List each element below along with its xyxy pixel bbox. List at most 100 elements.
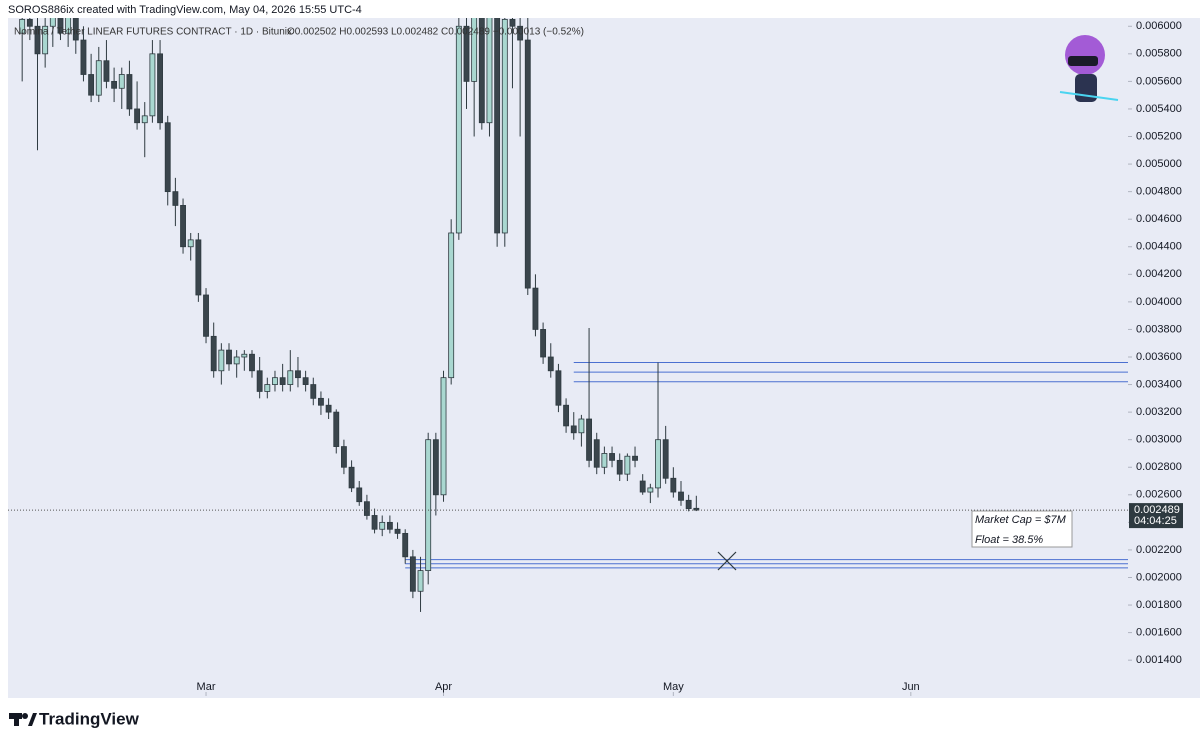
candle-body	[448, 232, 455, 379]
candle-body	[363, 501, 370, 516]
candle-body	[134, 108, 141, 124]
candle-body	[386, 521, 393, 530]
candle-body	[655, 439, 661, 489]
candle-body	[371, 515, 378, 530]
candle-body	[49, 18, 56, 27]
candle-body	[272, 377, 278, 385]
candle-body	[586, 418, 592, 461]
candle-body	[547, 356, 554, 372]
y-tick-label: 0.002000	[1136, 571, 1182, 583]
plot-background	[8, 18, 1200, 698]
candle-body	[241, 353, 248, 358]
candle-body	[593, 439, 600, 468]
y-tick-label: 0.001400	[1136, 654, 1182, 666]
candle-body	[394, 528, 401, 534]
candle-body	[379, 521, 386, 530]
y-tick-label: 0.004000	[1136, 296, 1182, 308]
candle-body	[340, 446, 347, 468]
candle-body	[118, 74, 125, 89]
symbol-legend: Nomina / Tether LINEAR FUTURES CONTRACT …	[14, 27, 292, 38]
candle-body	[318, 397, 324, 406]
candle-body	[80, 39, 87, 75]
y-tick-label: 0.004800	[1136, 186, 1182, 198]
candle-body	[494, 18, 501, 234]
annotation-box	[971, 510, 1073, 548]
x-tick-label: May	[663, 681, 684, 693]
candle-body	[256, 370, 263, 392]
y-tick-label: 0.004600	[1136, 213, 1182, 225]
candle-body	[425, 439, 432, 571]
y-tick-label: 0.004400	[1136, 241, 1182, 253]
candle-body	[647, 487, 654, 493]
candle-body	[333, 411, 340, 447]
y-tick-label: 0.001800	[1136, 599, 1182, 611]
candle-body	[678, 491, 684, 501]
y-tick-label: 0.003000	[1136, 434, 1182, 446]
cross-marker	[717, 551, 737, 571]
y-tick-label: 0.005000	[1136, 158, 1182, 170]
y-tick-label: 0.001600	[1136, 627, 1182, 639]
candle-body	[440, 377, 447, 496]
candle-body	[563, 404, 570, 427]
candle-body	[624, 455, 631, 475]
candle-body	[34, 25, 41, 55]
candle-body	[570, 425, 577, 434]
candle-body	[310, 384, 317, 399]
candle-body	[348, 466, 355, 489]
brand-name: TradingView	[39, 709, 140, 728]
candle-body	[172, 191, 179, 206]
candle-body	[555, 370, 562, 406]
candle-body	[662, 439, 669, 479]
y-tick-label: 0.004200	[1136, 268, 1182, 280]
candle-body	[233, 356, 240, 365]
candle-body	[164, 122, 171, 193]
y-tick-label: 0.006000	[1136, 20, 1182, 32]
candle-body	[19, 18, 26, 34]
candle-body	[685, 499, 692, 509]
y-tick-label: 0.005800	[1136, 48, 1182, 60]
candle-body	[540, 329, 547, 358]
candle-body	[639, 480, 646, 493]
avatar	[1059, 35, 1119, 102]
brand-logo	[9, 713, 37, 726]
candle-body	[509, 18, 516, 27]
y-tick-label: 0.005600	[1136, 75, 1182, 87]
candle-body	[218, 349, 225, 372]
candle-body	[616, 459, 623, 475]
candle-body	[578, 418, 585, 434]
candle-body	[141, 115, 148, 124]
candle-body	[195, 239, 202, 296]
candle-body	[279, 377, 286, 385]
candle-body	[501, 18, 508, 234]
ohlc-legend: O0.002502 H0.002593 L0.002482 C0.002489 …	[287, 27, 584, 38]
candle-body	[264, 384, 271, 392]
candle-body	[295, 370, 301, 379]
candle-body	[302, 377, 309, 385]
candle-body	[524, 39, 531, 289]
y-tick-label: 0.002600	[1136, 489, 1182, 501]
candle-body	[95, 60, 102, 96]
last-price-box	[1129, 503, 1183, 529]
candle-body	[103, 60, 110, 82]
candle-body	[632, 455, 638, 461]
footer-background	[0, 698, 1200, 742]
candle-body	[111, 80, 118, 89]
candle-body	[417, 570, 424, 592]
y-tick-label: 0.005200	[1136, 130, 1182, 142]
candle-body	[455, 25, 462, 234]
x-tick-label: Jun	[902, 681, 920, 693]
y-tick-label: 0.002800	[1136, 461, 1182, 473]
candle-body	[402, 532, 409, 558]
candle-body	[356, 487, 363, 503]
candle-body	[432, 439, 439, 496]
x-tick-label: Mar	[197, 681, 216, 693]
candle-body	[325, 404, 332, 413]
candle-body	[26, 18, 33, 27]
candle-body	[72, 18, 79, 41]
candle-body	[57, 18, 64, 34]
countdown: 04:04:25	[1134, 515, 1177, 527]
candle-body	[88, 74, 95, 96]
candle-body	[409, 556, 416, 592]
candle-body	[187, 239, 194, 248]
